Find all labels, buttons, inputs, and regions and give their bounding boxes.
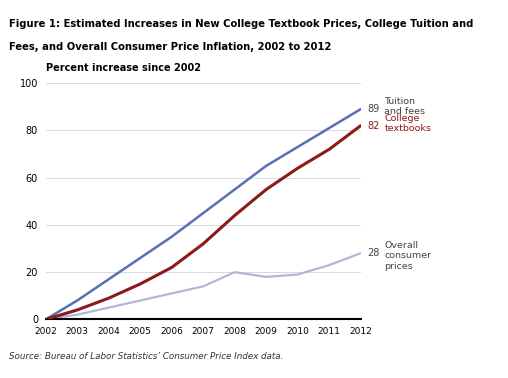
Text: 82: 82: [367, 121, 379, 131]
Text: College
textbooks: College textbooks: [385, 114, 431, 133]
Text: Percent increase since 2002: Percent increase since 2002: [46, 62, 201, 73]
Text: 89: 89: [367, 104, 379, 114]
Text: Source: Bureau of Labor Statistics’ Consumer Price Index data.: Source: Bureau of Labor Statistics’ Cons…: [9, 352, 283, 361]
Text: Tuition
and fees: Tuition and fees: [385, 97, 425, 116]
Text: 28: 28: [367, 248, 379, 258]
Text: Figure 1: Estimated Increases in New College Textbook Prices, College Tuition an: Figure 1: Estimated Increases in New Col…: [9, 19, 473, 29]
Text: Overall
consumer
prices: Overall consumer prices: [385, 241, 431, 271]
Text: Fees, and Overall Consumer Price Inflation, 2002 to 2012: Fees, and Overall Consumer Price Inflati…: [9, 42, 332, 51]
